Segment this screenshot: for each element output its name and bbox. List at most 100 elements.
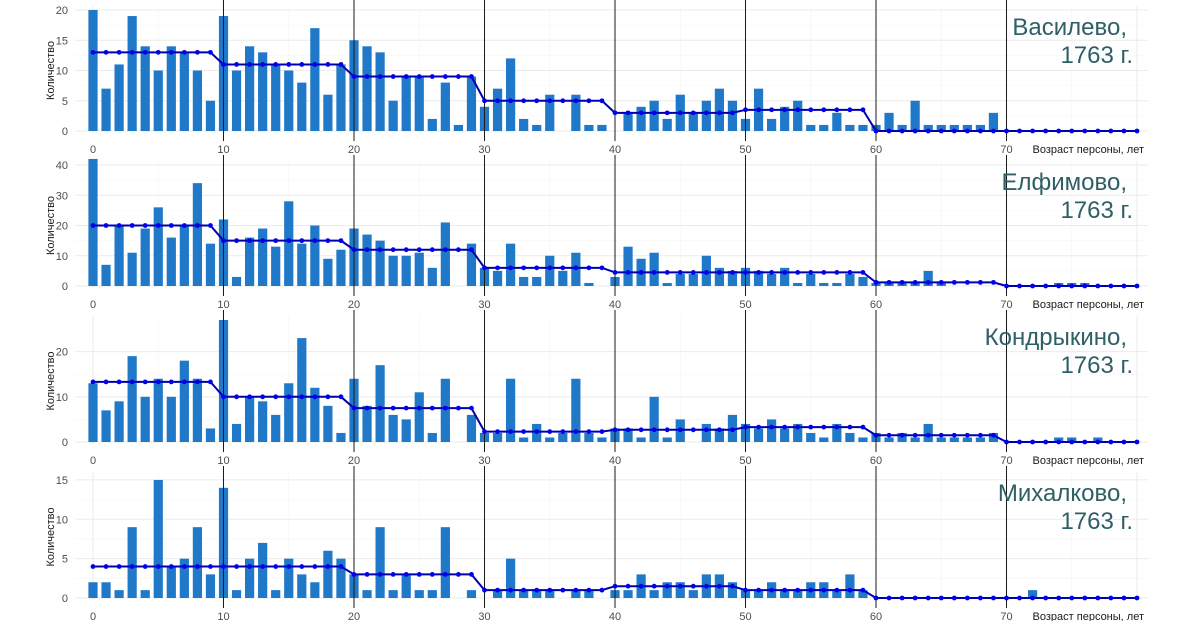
bar-age-9 bbox=[205, 100, 216, 131]
bar-age-51 bbox=[753, 590, 764, 598]
average-point bbox=[912, 128, 918, 134]
average-point bbox=[834, 424, 840, 430]
average-point bbox=[338, 394, 344, 400]
bar-age-26 bbox=[427, 118, 437, 131]
average-point bbox=[1108, 439, 1114, 445]
y-tick-label: 15 bbox=[56, 35, 68, 47]
average-point bbox=[168, 379, 174, 385]
y-tick-label: 20 bbox=[56, 347, 68, 359]
average-point bbox=[964, 595, 970, 601]
y-axis-label: Количество bbox=[45, 507, 57, 566]
average-point bbox=[286, 564, 292, 569]
average-point bbox=[703, 583, 709, 589]
bar-age-55 bbox=[806, 273, 816, 286]
y-tick-label: 0 bbox=[62, 126, 68, 138]
bar-age-0 bbox=[88, 383, 98, 442]
average-point bbox=[1134, 283, 1140, 289]
bar-age-54 bbox=[793, 100, 803, 131]
average-point bbox=[978, 595, 983, 601]
average-point bbox=[142, 49, 148, 55]
average-point bbox=[860, 424, 866, 430]
bar-age-19 bbox=[336, 432, 346, 442]
bar-age-23 bbox=[388, 590, 398, 598]
bar-age-16 bbox=[297, 574, 307, 598]
bar-age-13 bbox=[258, 542, 268, 598]
bar-age-59 bbox=[858, 590, 868, 598]
bar-age-44 bbox=[662, 118, 672, 131]
average-point bbox=[442, 405, 448, 411]
bar-age-31 bbox=[492, 270, 503, 287]
average-point bbox=[730, 583, 735, 589]
average-point bbox=[1121, 128, 1127, 134]
average-point bbox=[847, 269, 853, 275]
bar-age-3 bbox=[127, 356, 137, 442]
average-points bbox=[90, 379, 1140, 445]
average-point bbox=[482, 265, 487, 271]
average-point bbox=[690, 110, 696, 116]
average-point bbox=[586, 587, 592, 593]
average-point bbox=[508, 265, 513, 271]
bar-age-34 bbox=[532, 276, 542, 286]
average-point bbox=[703, 269, 709, 275]
average-point bbox=[260, 62, 266, 67]
average-point bbox=[338, 564, 344, 569]
average-point bbox=[508, 98, 513, 104]
decade-lines bbox=[223, 0, 1007, 141]
x-tick-label: 30 bbox=[478, 455, 490, 467]
average-point bbox=[442, 571, 448, 577]
bar-age-3 bbox=[127, 527, 137, 598]
bar-age-39 bbox=[597, 437, 607, 442]
y-tick-label: 30 bbox=[56, 190, 68, 202]
average-point bbox=[299, 564, 305, 569]
average-point bbox=[1030, 283, 1035, 289]
average-point bbox=[599, 265, 605, 271]
average-point bbox=[925, 279, 931, 285]
average-points bbox=[90, 564, 1140, 601]
average-point bbox=[703, 110, 709, 116]
bar-age-53 bbox=[780, 428, 790, 442]
bar-age-55 bbox=[806, 432, 816, 442]
bar-age-47 bbox=[701, 100, 711, 131]
average-point bbox=[534, 98, 540, 104]
bar-age-35 bbox=[545, 255, 555, 286]
average-point bbox=[782, 269, 788, 275]
average-point bbox=[234, 394, 239, 400]
bar-age-58 bbox=[845, 273, 855, 286]
x-tick-label: 60 bbox=[870, 611, 882, 621]
bar-age-43 bbox=[649, 100, 659, 131]
average-point bbox=[690, 583, 696, 589]
x-tick-label: 50 bbox=[739, 611, 751, 621]
bar-age-5 bbox=[153, 207, 163, 286]
bar-age-58 bbox=[845, 432, 855, 442]
average-point bbox=[429, 571, 435, 577]
bar-age-35 bbox=[545, 94, 555, 131]
average-point bbox=[1082, 128, 1088, 134]
bar-age-51 bbox=[753, 270, 764, 287]
average-point bbox=[403, 74, 409, 79]
bar-age-59 bbox=[858, 276, 868, 286]
average-point bbox=[1030, 128, 1035, 134]
bar-age-6 bbox=[166, 46, 176, 131]
average-point bbox=[938, 279, 944, 285]
average-point bbox=[403, 247, 409, 253]
average-point bbox=[195, 564, 200, 569]
average-point bbox=[1121, 283, 1127, 289]
average-point bbox=[560, 98, 566, 104]
bar-age-52 bbox=[767, 118, 777, 131]
bar-age-5 bbox=[153, 70, 163, 131]
y-axis-label: Количество bbox=[45, 351, 57, 410]
panel-title-village: Михалково, bbox=[998, 480, 1127, 507]
average-point bbox=[325, 564, 331, 569]
x-tick-label: 60 bbox=[870, 455, 882, 467]
average-point bbox=[377, 247, 383, 253]
bar-age-52 bbox=[767, 273, 777, 286]
bar-age-48 bbox=[714, 428, 724, 442]
average-point bbox=[403, 405, 409, 411]
bar-age-41 bbox=[623, 112, 633, 131]
x-tick-label: 70 bbox=[1000, 611, 1012, 621]
average-point bbox=[482, 587, 487, 593]
average-point bbox=[508, 429, 513, 435]
average-point bbox=[599, 98, 605, 104]
average-point bbox=[390, 247, 396, 253]
average-point bbox=[155, 223, 161, 228]
